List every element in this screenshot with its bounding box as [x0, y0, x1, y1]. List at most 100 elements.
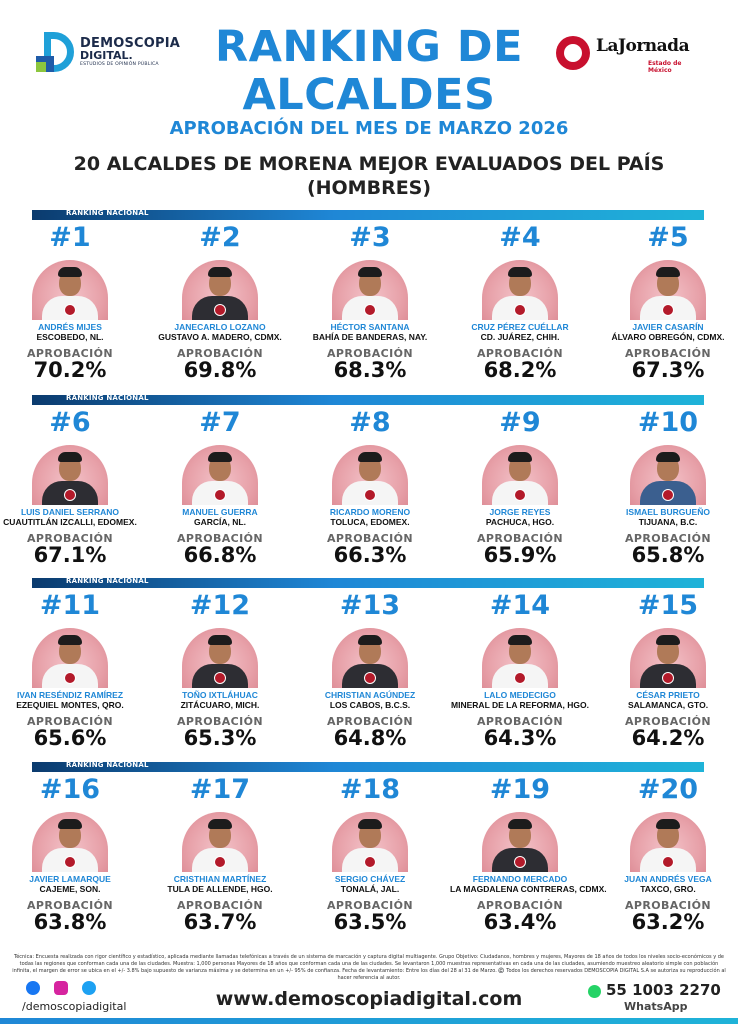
mayor-card[interactable]: #7 MANUEL GUERRA GARCÍA, NL. APROBACIÓN 66.8… — [150, 407, 290, 577]
morena-pin-icon — [514, 489, 526, 501]
mayor-card[interactable]: #18 SERGIO CHÁVEZ TONALÁ, JAL. APROBACIÓN 63… — [300, 774, 440, 944]
rank-number: #14 — [489, 590, 551, 621]
mayor-photo — [32, 628, 108, 688]
social-handle[interactable]: /demoscopiadigital — [22, 1000, 127, 1013]
demoscopia-logo[interactable]: DEMOSCOPIA DIGITAL. ESTUDIOS DE OPINIÓN … — [36, 30, 186, 74]
approval-label: APROBACIÓN — [176, 715, 264, 728]
mayor-name: HÉCTOR SANTANA — [330, 322, 410, 332]
approval-value: 65.8% — [631, 543, 705, 567]
approval-value: 70.2% — [33, 358, 107, 382]
morena-pin-icon — [364, 672, 376, 684]
mayor-photo — [482, 260, 558, 320]
mayor-card[interactable]: #20 JUAN ANDRÉS VEGA TAXCO, GRO. APROBACIÓN… — [598, 774, 738, 944]
mayor-photo — [182, 445, 258, 505]
approval-value: 67.3% — [631, 358, 705, 382]
la-jornada-sub: Estado de México — [648, 60, 682, 74]
header: DEMOSCOPIA DIGITAL. ESTUDIOS DE OPINIÓN … — [0, 0, 738, 210]
mayor-card[interactable]: #12 TOÑO IXTLÁHUAC ZITÁCUARO, MICH. APROBAC… — [150, 590, 290, 760]
morena-pin-icon — [514, 856, 526, 868]
la-jornada-name: LaJornada — [596, 36, 690, 56]
ranking-row: RANKING NACIONAL #11 IVAN RESÉNDIZ RAMÍREZ… — [0, 577, 738, 760]
morena-pin-icon — [514, 304, 526, 316]
rank-number: #5 — [647, 222, 689, 253]
mayor-name: CHRISTIAN AGÚNDEZ — [324, 690, 416, 700]
approval-label: APROBACIÓN — [624, 899, 712, 912]
mayor-city: GARCÍA, NL. — [194, 517, 246, 527]
mayor-name: JAVIER LAMARQUE — [29, 874, 111, 884]
headline-line2: (HOMBRES) — [306, 177, 432, 199]
approval-label: APROBACIÓN — [26, 532, 114, 545]
mayor-city: CD. JUÁREZ, CHIH. — [480, 332, 560, 342]
approval-value: 65.3% — [183, 726, 257, 750]
approval-value: 65.6% — [33, 726, 107, 750]
mayor-card[interactable]: #8 RICARDO MORENO TOLUCA, EDOMEX. APROBACIÓ… — [300, 407, 440, 577]
approval-value: 63.5% — [333, 910, 407, 934]
approval-label: APROBACIÓN — [26, 899, 114, 912]
morena-pin-icon — [64, 856, 76, 868]
mayor-photo — [630, 812, 706, 872]
approval-value: 64.8% — [333, 726, 407, 750]
section-label: RANKING NACIONAL — [66, 761, 149, 769]
mayor-card[interactable]: #5 JAVIER CASARÍN ÁLVARO OBREGÓN, CDMX. APR… — [598, 222, 738, 392]
approval-label: APROBACIÓN — [26, 347, 114, 360]
approval-label: APROBACIÓN — [476, 347, 564, 360]
approval-value: 64.2% — [631, 726, 705, 750]
twitter-icon[interactable] — [82, 981, 96, 995]
la-jornada-icon — [556, 36, 590, 70]
mayor-name: ISMAEL BURGUEÑO — [626, 507, 710, 517]
ranking-row: RANKING NACIONAL #16 JAVIER LAMARQUE CAJEME… — [0, 761, 738, 944]
mayor-photo — [182, 628, 258, 688]
mayor-card[interactable]: #2 JANECARLO LOZANO GUSTAVO A. MADERO, CDM… — [150, 222, 290, 392]
approval-value: 66.3% — [333, 543, 407, 567]
mayor-name: JUAN ANDRÉS VEGA — [624, 874, 712, 884]
approval-label: APROBACIÓN — [176, 899, 264, 912]
mayor-card[interactable]: #4 CRUZ PÉREZ CUÉLLAR CD. JUÁREZ, CHIH. APR… — [450, 222, 590, 392]
approval-value: 64.3% — [483, 726, 557, 750]
section-bar: RANKING NACIONAL — [32, 761, 704, 772]
mayor-card[interactable]: #3 HÉCTOR SANTANA BAHÍA DE BANDERAS, NAY. A… — [300, 222, 440, 392]
mayor-city: TULA DE ALLENDE, HGO. — [167, 884, 273, 894]
mayor-name: SERGIO CHÁVEZ — [334, 874, 406, 884]
mayor-card[interactable]: #14 LALO MEDECIGO MINERAL DE LA REFORMA, H… — [450, 590, 590, 760]
morena-pin-icon — [364, 304, 376, 316]
section-bar: RANKING NACIONAL — [32, 394, 704, 405]
mayor-city: GUSTAVO A. MADERO, CDMX. — [158, 332, 282, 342]
approval-value: 68.3% — [333, 358, 407, 382]
mayor-card[interactable]: #16 JAVIER LAMARQUE CAJEME, SON. APROBACIÓN… — [0, 774, 140, 944]
rank-number: #12 — [189, 590, 251, 621]
approval-label: APROBACIÓN — [476, 532, 564, 545]
mayor-city: LA MAGDALENA CONTRERAS, CDMX. — [450, 884, 607, 894]
facebook-icon[interactable] — [26, 981, 40, 995]
mayor-name: JANECARLO LOZANO — [174, 322, 266, 332]
approval-value: 63.4% — [483, 910, 557, 934]
mayor-city: BAHÍA DE BANDERAS, NAY. — [312, 332, 428, 342]
morena-pin-icon — [214, 304, 226, 316]
approval-value: 69.8% — [183, 358, 257, 382]
whatsapp-icon[interactable] — [588, 985, 601, 998]
rank-number: #7 — [199, 407, 241, 438]
mayor-city: PACHUCA, HGO. — [485, 517, 555, 527]
mayor-card[interactable]: #6 LUIS DANIEL SERRANO CUAUTITLÁN IZCALLI,… — [0, 407, 140, 577]
mayor-city: TIJUANA, B.C. — [638, 517, 698, 527]
website-link[interactable]: www.demoscopiadigital.com — [215, 988, 523, 1010]
rank-number: #3 — [349, 222, 391, 253]
mayor-card[interactable]: #13 CHRISTIAN AGÚNDEZ LOS CABOS, B.C.S. APR… — [300, 590, 440, 760]
mayor-card[interactable]: #15 CÉSAR PRIETO SALAMANCA, GTO. APROBACIÓN… — [598, 590, 738, 760]
phone-number[interactable]: 55 1003 2270 — [606, 981, 721, 999]
approval-value: 65.9% — [483, 543, 557, 567]
mayor-card[interactable]: #9 JORGE REYES PACHUCA, HGO. APROBACIÓN 65.9… — [450, 407, 590, 577]
la-jornada-logo[interactable]: LaJornada Estado de México — [556, 34, 706, 74]
mayor-city: TONALÁ, JAL. — [340, 884, 400, 894]
mayor-card[interactable]: #10 ISMAEL BURGUEÑO TIJUANA, B.C. APROBACIÓ… — [598, 407, 738, 577]
mayor-card[interactable]: #19 FERNANDO MERCADO LA MAGDALENA CONTRERA… — [450, 774, 607, 944]
methodology-note: Técnica: Encuesta realizada con rigor ci… — [12, 954, 726, 981]
morena-pin-icon — [214, 672, 226, 684]
approval-label: APROBACIÓN — [326, 347, 414, 360]
approval-label: APROBACIÓN — [176, 347, 264, 360]
mayor-card[interactable]: #17 CRISTHIAN MARTÍNEZ TULA DE ALLENDE, HG… — [150, 774, 290, 944]
instagram-icon[interactable] — [54, 981, 68, 995]
mayor-card[interactable]: #1 ANDRÉS MIJES ESCOBEDO, NL. APROBACIÓN 70.… — [0, 222, 140, 392]
mayor-photo — [32, 260, 108, 320]
mayor-card[interactable]: #11 IVAN RESÉNDIZ RAMÍREZ EZEQUIEL MONTES,… — [0, 590, 140, 760]
mayor-city: ÁLVARO OBREGÓN, CDMX. — [611, 332, 725, 342]
